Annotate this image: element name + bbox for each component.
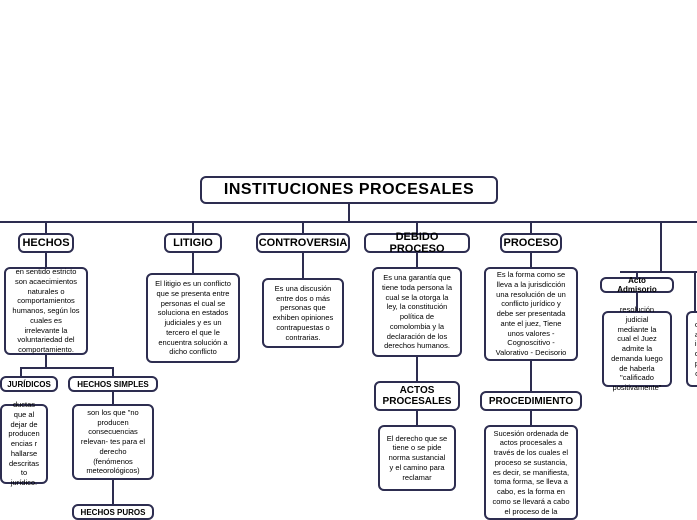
litigio-header: LITIGIO <box>164 233 222 253</box>
debido-label: DEBIDO PROCESO <box>372 231 462 255</box>
controversia-label: CONTROVERSIA <box>259 237 348 249</box>
puros-header: HECHOS PUROS <box>72 504 154 520</box>
admisorio-desc-text: resolución judicial mediante la cual el … <box>610 305 664 393</box>
debido-desc-text: Es una garantía que tiene toda persona l… <box>380 273 454 351</box>
procedimiento-label: PROCEDIMIENTO <box>489 396 573 407</box>
connector-main-h <box>0 221 697 223</box>
litigio-v <box>192 253 194 273</box>
juridicos-header: JURÍDICOS <box>0 376 58 392</box>
simples-v <box>112 392 114 404</box>
partial-drop <box>694 271 696 311</box>
actos-label: ACTOS PROCESALES <box>382 385 452 407</box>
simples-desc: son los que "no producen consecuencias r… <box>72 404 154 480</box>
actos-v2 <box>416 411 418 425</box>
juridicos-label: JURÍDICOS <box>7 380 51 389</box>
drop-litigio <box>192 221 194 233</box>
debido-desc: Es una garantía que tiene toda persona l… <box>372 267 462 357</box>
hechos-desc: en sentido estricto son acaecimientos na… <box>4 267 88 355</box>
proced-v2 <box>530 411 532 425</box>
puros-v <box>112 480 114 504</box>
right-h <box>620 271 697 273</box>
drop-hechos <box>45 221 47 233</box>
proced-v <box>530 361 532 391</box>
drop-proceso <box>530 221 532 233</box>
juridicos-desc: ductas que al dejar de producen encias r… <box>0 404 48 484</box>
procedimiento-desc-text: Sucesión ordenada de actos procesales a … <box>492 429 570 517</box>
controversia-desc: Es una discusión entre dos o más persona… <box>262 278 344 348</box>
controversia-header: CONTROVERSIA <box>256 233 350 253</box>
drop-controversia <box>302 221 304 233</box>
proceso-label: PROCESO <box>504 237 559 249</box>
hechos-child2-v <box>112 367 114 376</box>
drop-right <box>660 221 662 271</box>
proceso-desc: Es la forma como se lleva a la jurisdicc… <box>484 267 578 361</box>
proceso-v <box>530 253 532 267</box>
hechos-v <box>45 253 47 267</box>
hechos-children-h <box>20 367 114 369</box>
simples-header: HECHOS SIMPLES <box>68 376 158 392</box>
proceso-desc-text: Es la forma como se lleva a la jurisdicc… <box>492 270 570 358</box>
hechos-desc-text: en sentido estricto son acaecimientos na… <box>12 267 80 355</box>
puros-label: HECHOS PUROS <box>81 508 146 517</box>
hechos-children-v <box>45 355 47 367</box>
hechos-header: HECHOS <box>18 233 74 253</box>
title-text: INSTITUCIONES PROCESALES <box>224 181 474 199</box>
litigio-label: LITIGIO <box>173 237 213 249</box>
actos-desc: El derecho que se tiene o se pide norma … <box>378 425 456 491</box>
actos-v <box>416 357 418 381</box>
debido-v <box>416 253 418 267</box>
procedimiento-header: PROCEDIMIENTO <box>480 391 582 411</box>
controversia-v <box>302 253 304 278</box>
procedimiento-desc: Sucesión ordenada de actos procesales a … <box>484 425 578 520</box>
admisorio-label: Acto Admisorio <box>608 276 666 294</box>
simples-desc-text: son los que "no producen consecuencias r… <box>80 408 146 476</box>
admisorio-desc: resolución judicial mediante la cual el … <box>602 311 672 387</box>
juridicos-desc-text: ductas que al dejar de producen encias r… <box>8 400 40 488</box>
proceso-header: PROCESO <box>500 233 562 253</box>
actos-desc-text: El derecho que se tiene o se pide norma … <box>386 434 448 483</box>
admisorio-header: Acto Admisorio <box>600 277 674 293</box>
litigio-desc: El litigio es un conflicto que se presen… <box>146 273 240 363</box>
simples-label: HECHOS SIMPLES <box>77 380 149 389</box>
hechos-label: HECHOS <box>22 237 69 249</box>
controversia-desc-text: Es una discusión entre dos o más persona… <box>270 284 336 343</box>
litigio-desc-text: El litigio es un conflicto que se presen… <box>154 279 232 357</box>
debido-header: DEBIDO PROCESO <box>364 233 470 253</box>
hechos-child1-v <box>20 367 22 376</box>
actos-header: ACTOS PROCESALES <box>374 381 460 411</box>
title-node: INSTITUCIONES PROCESALES <box>200 176 498 204</box>
partial-desc: o a ir d p c <box>686 311 697 387</box>
connector-title-v <box>348 204 350 221</box>
